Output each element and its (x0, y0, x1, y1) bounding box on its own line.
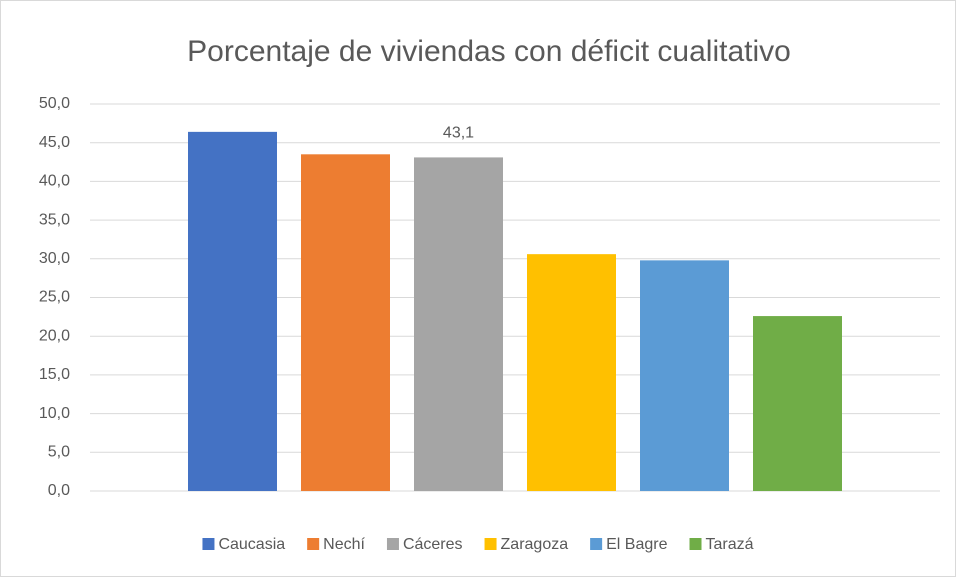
legend-swatch (484, 538, 497, 550)
legend-swatch (202, 538, 215, 550)
legend-label: Nechí (323, 536, 365, 553)
legend-label: Tarazá (706, 536, 754, 553)
bar (301, 154, 390, 491)
y-tick-label: 50,0 (39, 95, 70, 112)
bar (640, 260, 729, 491)
bar (414, 157, 503, 491)
y-tick-label: 30,0 (39, 250, 70, 267)
legend-label: El Bagre (606, 536, 667, 553)
bar (188, 131, 277, 491)
y-tick-label: 20,0 (39, 327, 70, 344)
y-tick-label: 40,0 (39, 173, 70, 190)
y-tick-label: 5,0 (48, 444, 70, 461)
legend-swatch (386, 538, 399, 550)
bar (527, 254, 616, 491)
legend-label: Zaragoza (501, 536, 569, 553)
y-tick-label: 35,0 (39, 211, 70, 228)
y-tick-label: 0,0 (48, 482, 70, 499)
legend-label: Caucasia (218, 536, 285, 553)
y-tick-label: 10,0 (39, 405, 70, 422)
y-tick-label: 45,0 (39, 134, 70, 151)
legend-swatch (689, 538, 702, 550)
legend-label: Cáceres (403, 536, 463, 553)
y-tick-label: 15,0 (39, 366, 70, 383)
y-tick-label: 25,0 (39, 289, 70, 306)
chart-title: Porcentaje de viviendas con déficit cual… (187, 35, 791, 68)
legend-swatch (307, 538, 320, 550)
legend-swatch (590, 538, 603, 550)
data-label: 43,1 (443, 125, 474, 142)
bar (753, 316, 842, 491)
